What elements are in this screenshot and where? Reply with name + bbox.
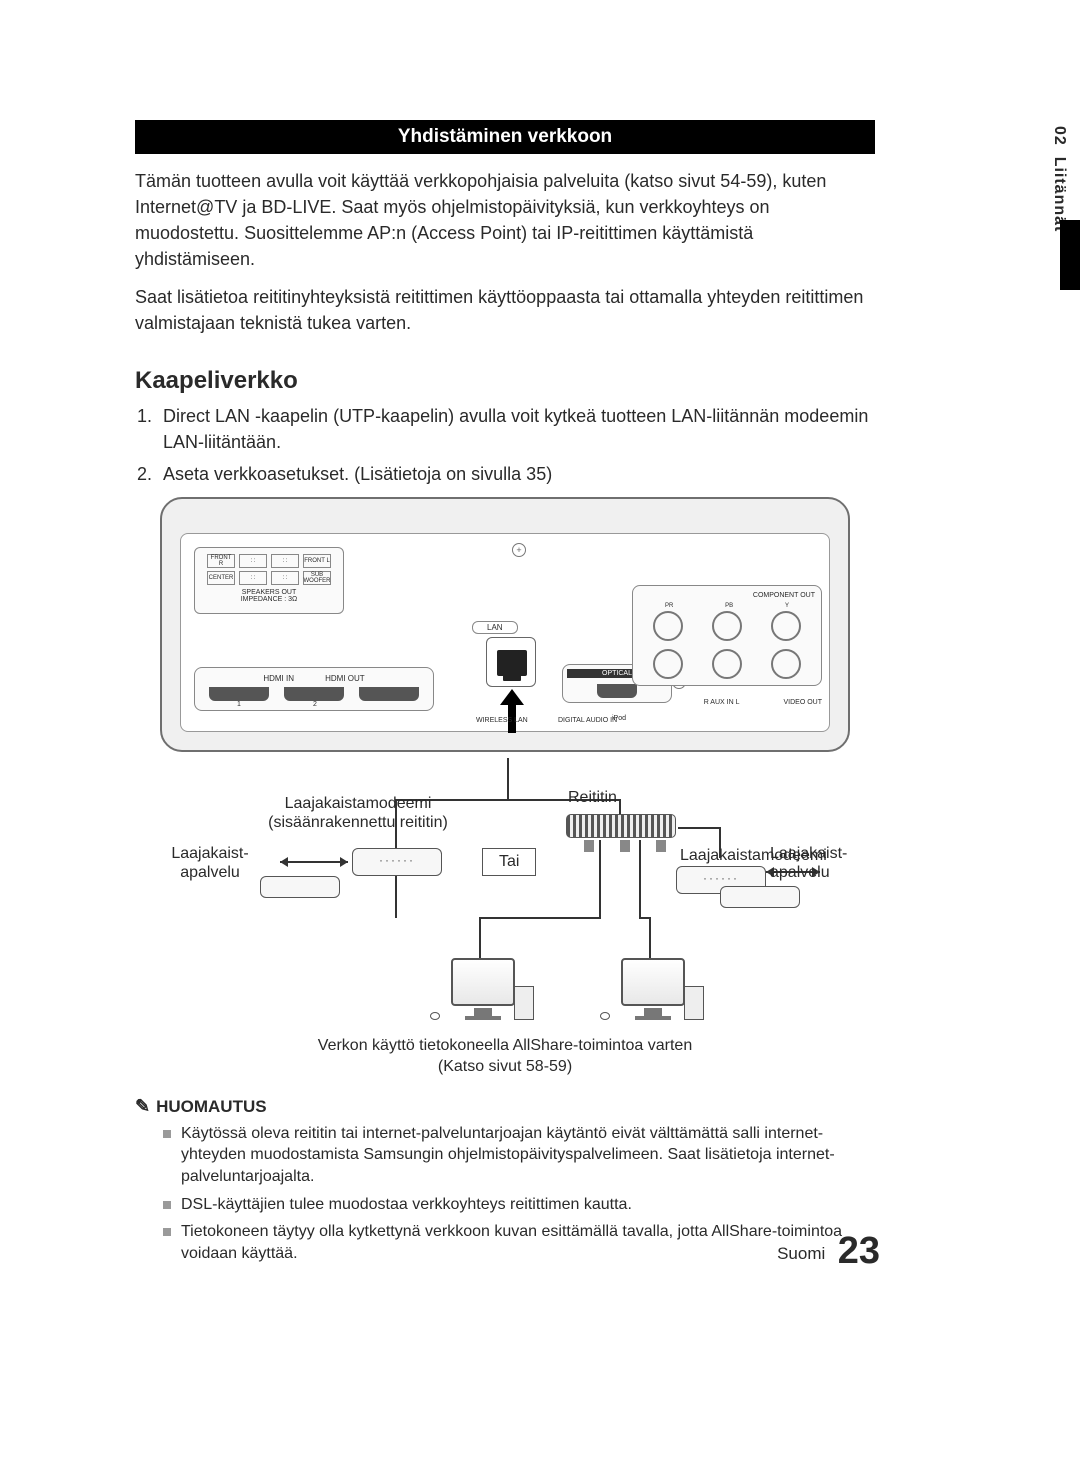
label-router: Reititin (568, 788, 617, 807)
rca-jack-icon (712, 649, 742, 679)
ipod-label: iPod (612, 715, 626, 722)
note-heading-text: HUOMAUTUS (156, 1097, 267, 1116)
aux-in-label: R AUX IN L (704, 699, 740, 706)
label-service-right: Laajakaist- apalvelu (770, 844, 870, 882)
side-chapter-label: 02 Liitännät (1050, 126, 1068, 232)
note-heading: ✎ HUOMAUTUS (135, 1096, 875, 1117)
router-icon (566, 814, 676, 838)
side-chapter-num: 02 (1051, 126, 1068, 146)
hdmi-block: HDMI IN HDMI OUT 1 2 (194, 667, 434, 711)
hdmi-slot-out (359, 687, 419, 701)
speaker-jack: : : (239, 571, 267, 585)
label-modem-left: Laajakaistamodeemi (sisäänrakennettu rei… (248, 794, 468, 832)
note-item-2: DSL-käyttäjien tulee muodostaa verkkoyht… (163, 1194, 875, 1216)
rca-jack-icon (771, 611, 801, 641)
router-port-icon (656, 840, 666, 852)
speaker-front-l: FRONT L (303, 554, 331, 568)
speaker-jack: : : (271, 571, 299, 585)
arrow-to-lan-icon (502, 689, 522, 733)
footer-language: Suomi (777, 1244, 825, 1263)
label-service-left: Laajakaist- apalvelu (160, 844, 260, 882)
step-1: Direct LAN -kaapelin (UTP-kaapelin) avul… (157, 403, 875, 455)
screw-icon: + (512, 543, 526, 557)
digital-audio-in-label: DIGITAL AUDIO IN (558, 717, 617, 724)
lan-port-box (486, 637, 536, 687)
pc-left-icon (438, 958, 528, 1020)
modem-left-icon (352, 848, 442, 876)
comp-pr: PR (665, 603, 673, 609)
label-tai: Tai (482, 848, 536, 876)
speakers-footer: SPEAKERS OUT IMPEDANCE : 3Ω (201, 589, 337, 603)
steps-list: Direct LAN -kaapelin (UTP-kaapelin) avul… (157, 403, 875, 487)
note-item-1: Käytössä oleva reititin tai internet-pal… (163, 1123, 875, 1188)
intro-block: Tämän tuotteen avulla voit käyttää verkk… (135, 168, 875, 337)
speaker-sub: SUB WOOFER (303, 571, 331, 585)
intro-paragraph-2: Saat lisätietoa reititinyhteyksistä reit… (135, 284, 875, 336)
subheading: Kaapeliverkko (135, 367, 875, 395)
speaker-jack: : : (271, 554, 299, 568)
component-out-label: COMPONENT OUT (639, 592, 815, 599)
hdmi-in-label: HDMI IN (263, 674, 294, 683)
comp-pb: PB (725, 603, 733, 609)
speakers-block: FRONT R : : : : FRONT L CENTER : : : : S… (194, 547, 344, 614)
hdmi-num-2: 2 (313, 701, 317, 708)
rear-panel: FRONT R : : : : FRONT L CENTER : : : : S… (160, 497, 850, 752)
optical-slot (597, 684, 637, 698)
lan-label: LAN (472, 621, 518, 634)
network-topology: Laajakaistamodeemi (sisäänrakennettu rei… (160, 758, 850, 1078)
pencil-icon: ✎ (135, 1096, 150, 1116)
router-port-icon (584, 840, 594, 852)
page-footer: Suomi 23 (0, 1230, 1080, 1273)
side-tab-marker (1060, 220, 1080, 290)
speaker-jack: : : (239, 554, 267, 568)
diagram: FRONT R : : : : FRONT L CENTER : : : : S… (160, 497, 850, 1078)
side-tab: 02 Liitännät (1042, 120, 1080, 720)
rca-jack-icon (653, 611, 683, 641)
aux-row: R AUX IN L VIDEO OUT (704, 699, 822, 706)
bottom-caption: Verkon käyttö tietokoneella AllShare-toi… (295, 1036, 715, 1078)
lan-port-icon (497, 650, 527, 676)
pc-right-icon (608, 958, 698, 1020)
component-out-block: COMPONENT OUT PR PB Y (632, 585, 822, 686)
rca-jack-icon (653, 649, 683, 679)
comp-y: Y (785, 603, 789, 609)
video-out-label: VIDEO OUT (783, 699, 822, 706)
service-cloud-left-icon (260, 876, 340, 898)
router-port-icon (620, 840, 630, 852)
hdmi-out-label: HDMI OUT (325, 674, 365, 683)
wireless-lan-label: WIRELESS LAN (476, 717, 528, 724)
section-bar: Yhdistäminen verkkoon (135, 120, 875, 154)
page-content: Yhdistäminen verkkoon Tämän tuotteen avu… (135, 120, 875, 1270)
hdmi-num-1: 1 (237, 701, 241, 708)
section-title: Yhdistäminen verkkoon (135, 126, 875, 148)
rca-jack-icon (712, 611, 742, 641)
hdmi-slot-1 (209, 687, 269, 701)
hdmi-slot-2 (284, 687, 344, 701)
rca-jack-icon (771, 649, 801, 679)
intro-paragraph-1: Tämän tuotteen avulla voit käyttää verkk… (135, 168, 875, 272)
footer-page-number: 23 (838, 1230, 880, 1272)
speaker-center: CENTER (207, 571, 235, 585)
step-2: Aseta verkkoasetukset. (Lisätietoja on s… (157, 461, 875, 487)
speaker-front-r: FRONT R (207, 554, 235, 568)
service-cloud-right-icon (720, 886, 800, 908)
